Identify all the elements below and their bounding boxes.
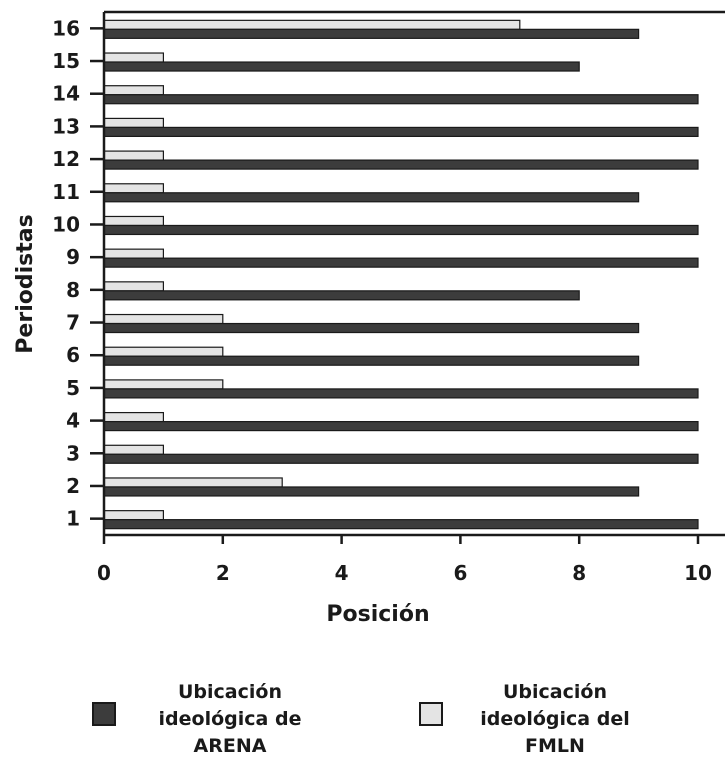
bar-arena-5 xyxy=(103,388,699,399)
bar-arena-7 xyxy=(103,322,640,334)
bar-fmln-9 xyxy=(103,248,165,259)
bar-fmln-7 xyxy=(103,313,224,325)
bar-arena-13 xyxy=(103,126,699,138)
y-tick-label-11: 11 xyxy=(52,180,80,204)
legend: Ubicación ideológica de ARENA Ubicación ideo… xyxy=(92,681,630,757)
bar-arena-8 xyxy=(103,290,580,301)
bar-arena-15 xyxy=(103,61,580,72)
y-tick-label-4: 4 xyxy=(66,409,80,433)
bars-layer xyxy=(103,19,699,530)
y-tick-label-12: 12 xyxy=(52,147,80,171)
legend-label-line: ARENA xyxy=(194,735,267,757)
x-tick-label-4: 4 xyxy=(335,561,349,585)
bar-fmln-6 xyxy=(103,346,224,357)
legend-item-arena: Ubicación ideológica de ARENA xyxy=(92,681,302,757)
bar-fmln-2 xyxy=(103,477,283,488)
y-tick-label-6: 6 xyxy=(66,343,80,367)
bar-fmln-5 xyxy=(103,379,224,390)
bar-fmln-3 xyxy=(103,444,165,455)
bar-fmln-4 xyxy=(103,411,165,423)
y-tick-label-8: 8 xyxy=(66,278,80,302)
bar-fmln-12 xyxy=(103,150,165,161)
bar-arena-4 xyxy=(103,420,699,432)
bar-arena-1 xyxy=(103,519,699,530)
y-tick-label-14: 14 xyxy=(52,82,80,106)
bar-fmln-10 xyxy=(103,215,165,227)
y-tick-label-9: 9 xyxy=(66,245,80,269)
bar-fmln-16 xyxy=(103,19,521,30)
axes-layer xyxy=(102,10,725,537)
bar-arena-2 xyxy=(103,486,640,497)
x-axis-title: Posición xyxy=(326,602,429,627)
legend-label-line: ideológica de xyxy=(159,708,302,730)
y-tick-label-13: 13 xyxy=(52,114,80,138)
bar-fmln-13 xyxy=(103,117,165,129)
legend-swatch-fmln xyxy=(419,702,443,726)
y-tick-label-7: 7 xyxy=(66,311,80,335)
bar-fmln-14 xyxy=(103,85,165,96)
y-tick-label-10: 10 xyxy=(52,212,80,236)
y-tick-label-15: 15 xyxy=(52,49,80,73)
bar-arena-14 xyxy=(103,94,699,105)
y-tick-label-1: 1 xyxy=(66,507,80,531)
x-tick-label-8: 8 xyxy=(572,561,586,585)
y-axis-title: Periodistas xyxy=(13,214,38,353)
y-tick-label-3: 3 xyxy=(66,441,80,465)
bar-fmln-11 xyxy=(103,183,165,194)
legend-label-line: Ubicación xyxy=(178,681,282,703)
legend-label-line: Ubicación xyxy=(503,681,607,703)
y-tick-label-2: 2 xyxy=(66,474,80,498)
bar-arena-10 xyxy=(103,224,699,236)
legend-label-line: ideológica del xyxy=(480,708,629,730)
bar-arena-3 xyxy=(103,453,699,464)
y-tick-label-16: 16 xyxy=(52,16,80,40)
legend-item-fmln: Ubicación ideológica del FMLN xyxy=(419,681,630,757)
x-tick-label-10: 10 xyxy=(684,561,712,585)
bar-arena-11 xyxy=(103,192,640,203)
x-tick-label-0: 0 xyxy=(97,561,111,585)
legend-swatch-arena xyxy=(92,702,116,726)
bar-arena-9 xyxy=(103,257,699,268)
x-tick-label-2: 2 xyxy=(216,561,230,585)
bar-arena-6 xyxy=(103,355,640,366)
bar-arena-16 xyxy=(103,28,640,39)
bar-fmln-15 xyxy=(103,52,165,63)
bar-arena-12 xyxy=(103,159,699,170)
bar-fmln-1 xyxy=(103,510,165,521)
y-tick-label-5: 5 xyxy=(66,376,80,400)
bar-fmln-8 xyxy=(103,281,165,292)
legend-label-line: FMLN xyxy=(525,735,585,757)
x-tick-label-6: 6 xyxy=(453,561,467,585)
